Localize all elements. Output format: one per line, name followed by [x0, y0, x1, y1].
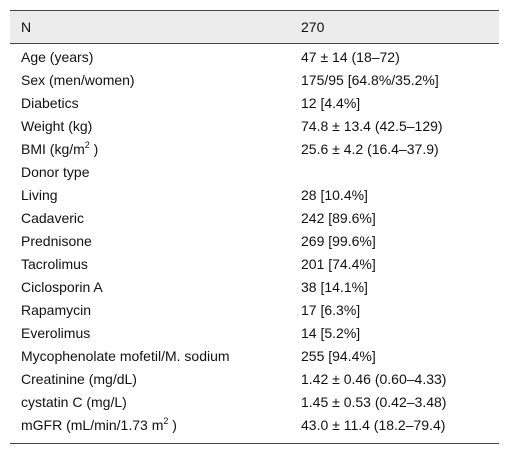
row-label: Mycophenolate mofetil/M. sodium: [21, 347, 230, 365]
label-end: ): [89, 141, 99, 157]
row-label: Sex (men/women): [21, 71, 135, 89]
label-text: Mycophenolate mofetil/M. sodium: [21, 348, 230, 364]
header-cell: 270: [301, 19, 325, 35]
row-label: Creatinine (mg/dL): [21, 370, 137, 388]
label-text: Rapamycin: [21, 302, 92, 318]
row-value: 255 [94.4%]: [301, 348, 376, 364]
label-text: Sex (men/women): [21, 72, 135, 88]
label-text: Creatinine (mg/dL): [21, 371, 137, 387]
label-text: Prednisone: [21, 233, 92, 249]
row-label: Cadaveric: [21, 209, 84, 227]
label-text: Age (years): [21, 49, 94, 65]
label-text: cystatin C (mg/L): [21, 394, 127, 410]
row-label: cystatin C (mg/L): [21, 393, 127, 411]
row-label: Tacrolimus: [21, 255, 88, 273]
row-label: mGFR (mL/min/1.73 m2 ): [21, 416, 177, 434]
row-label: Ciclosporin A: [21, 278, 103, 296]
row-value: 242 [89.6%]: [301, 210, 376, 226]
label-text: Weight (kg): [21, 118, 93, 134]
label-text: BMI (kg/m: [21, 141, 85, 157]
row-label: Donor type: [21, 163, 89, 181]
row-value: 47 ± 14 (18–72): [301, 49, 400, 65]
row-value: 43.0 ± 11.4 (18.2–79.4): [301, 417, 446, 433]
row-label: Prednisone: [21, 232, 92, 250]
row-label: Living: [21, 186, 58, 204]
table: N 270 Age (years) 47 ± 14 (18–72) Sex (men…: [10, 10, 499, 444]
row-label: Rapamycin: [21, 301, 91, 319]
row-value: 17 [6.3%]: [301, 302, 361, 318]
row-value: 175/95 [64.8%/35.2%]: [301, 72, 439, 88]
label-text: mGFR (mL/min/1.73 m: [21, 417, 164, 433]
row-value: 74.8 ± 13.4 (42.5–129): [301, 118, 443, 134]
header-cell: N: [21, 19, 32, 35]
label-text: Everolimus: [21, 325, 91, 341]
row-value: 1.45 ± 0.53 (0.42–3.48): [301, 394, 447, 410]
row-value: 25.6 ± 4.2 (16.4–37.9): [301, 141, 439, 157]
label-text: Ciclosporin A: [21, 279, 103, 295]
header-row: N 270: [10, 11, 499, 44]
row-value: 201 [74.4%]: [301, 256, 376, 272]
row-value: 38 [14.1%]: [301, 279, 368, 295]
row-label: Diabetics: [21, 94, 79, 112]
label-text: Living: [21, 187, 58, 203]
label-text: Tacrolimus: [21, 256, 88, 272]
row-value: 1.42 ± 0.46 (0.60–4.33): [301, 371, 447, 387]
row-value: 14 [5.2%]: [301, 325, 361, 341]
row-value: 28 [10.4%]: [301, 187, 368, 203]
label-end: ): [168, 417, 177, 433]
row-value: 12 [4.4%]: [301, 95, 361, 111]
row-label: Age (years): [21, 48, 93, 66]
row-label: Weight (kg): [21, 117, 92, 135]
label-sup: 2: [84, 140, 90, 150]
row-label: Everolimus: [21, 324, 90, 342]
label-text: Diabetics: [21, 95, 79, 111]
row-label: BMI (kg/m2 ): [21, 140, 98, 158]
label-text: Donor type: [21, 164, 90, 180]
label-sup: 2: [163, 416, 169, 426]
row-value: 269 [99.6%]: [301, 233, 376, 249]
label-text: Cadaveric: [21, 210, 85, 226]
